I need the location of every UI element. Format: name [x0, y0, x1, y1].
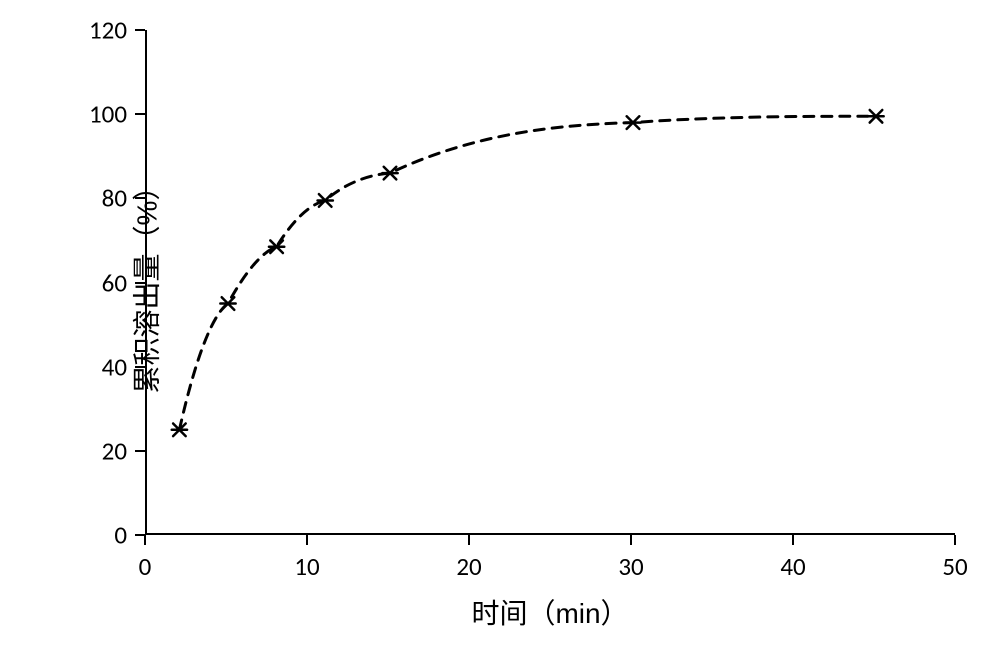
x-tick [792, 535, 794, 545]
y-tick [135, 29, 145, 31]
y-tick [135, 450, 145, 452]
x-tick [468, 535, 470, 545]
x-tick [954, 535, 956, 545]
x-tick-label: 40 [780, 551, 805, 582]
plot-area [145, 30, 955, 535]
y-tick-label: 60 [102, 267, 127, 298]
y-tick-label: 0 [114, 520, 127, 551]
y-tick-label: 120 [89, 15, 127, 46]
y-tick-label: 100 [89, 99, 127, 130]
data-marker [220, 297, 235, 310]
x-tick-label: 10 [294, 551, 319, 582]
x-tick-label: 0 [139, 551, 152, 582]
data-line [179, 116, 876, 430]
chart-container: 累积溶出量（%） 时间（min） 0 10 20 30 40 50 0 20 40 60 80 100… [0, 0, 1000, 655]
y-tick-label: 20 [102, 435, 127, 466]
y-tick [135, 534, 145, 536]
x-axis-label: 时间（min） [471, 592, 628, 632]
x-tick-label: 30 [618, 551, 643, 582]
y-tick-label: 80 [102, 183, 127, 214]
x-tick-label: 50 [942, 551, 967, 582]
y-axis-label: 累积溶出量（%） [125, 172, 165, 393]
data-marker [269, 240, 284, 253]
y-tick [135, 366, 145, 368]
x-tick [144, 535, 146, 545]
y-tick [135, 197, 145, 199]
y-tick-label: 40 [102, 351, 127, 382]
x-tick [306, 535, 308, 545]
y-tick [135, 282, 145, 284]
data-marker [625, 116, 640, 129]
y-tick [135, 113, 145, 115]
x-tick [630, 535, 632, 545]
x-tick-label: 20 [456, 551, 481, 582]
chart-svg [147, 30, 957, 535]
data-marker [318, 194, 333, 207]
data-marker [868, 110, 883, 123]
data-marker [382, 167, 397, 180]
